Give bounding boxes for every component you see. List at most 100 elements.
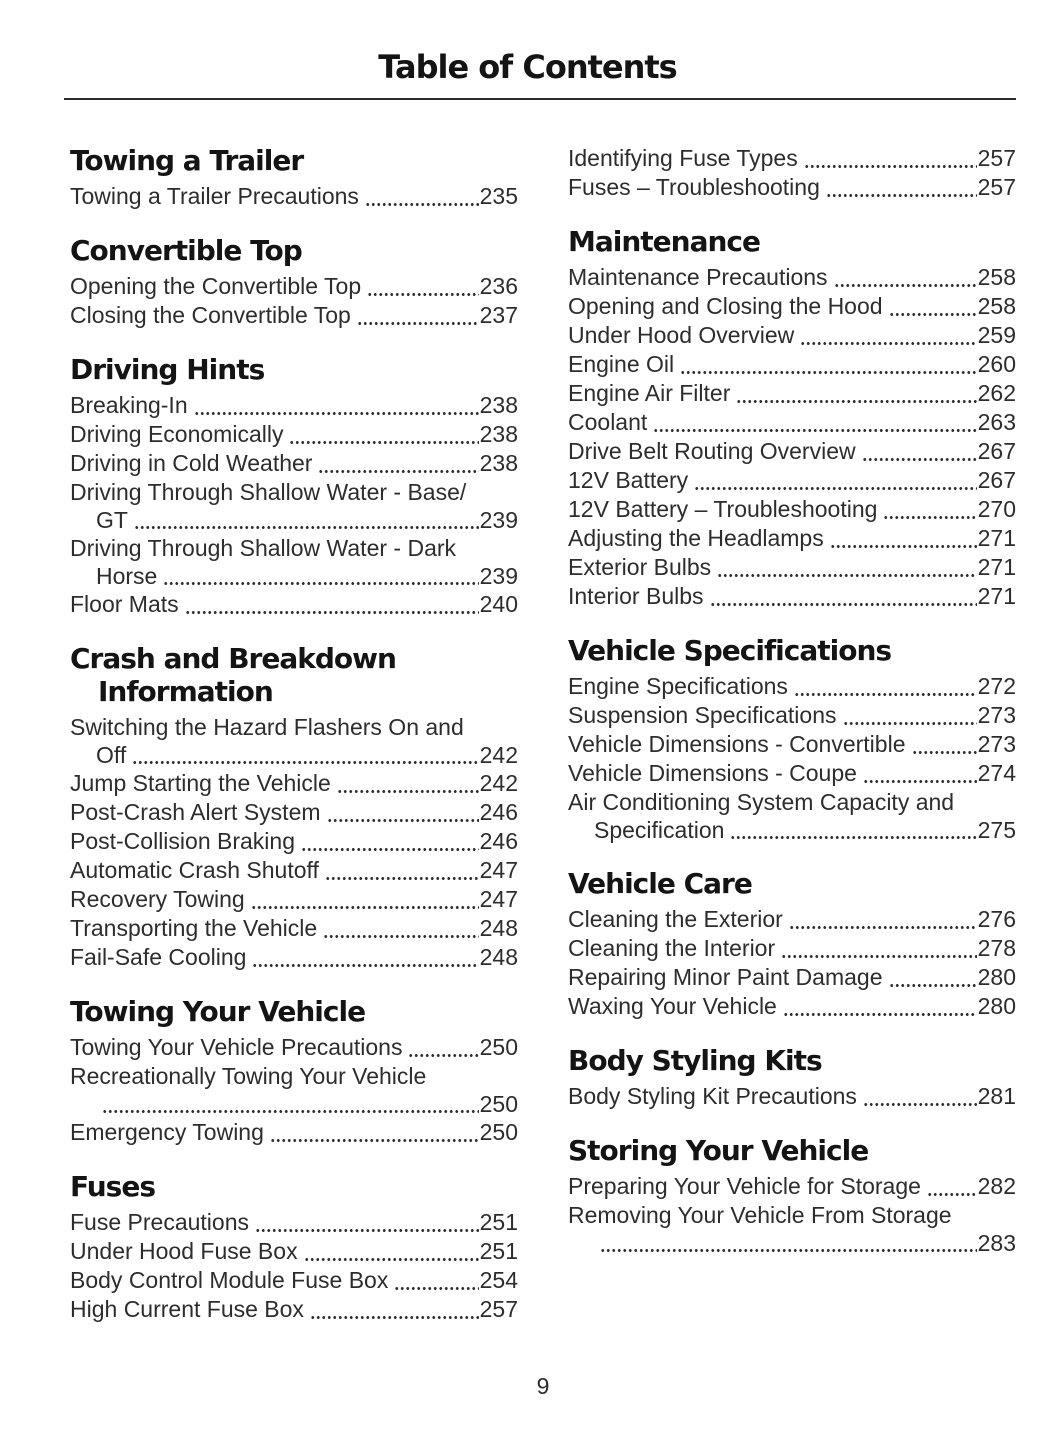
entry-label: Emergency Towing [70,1119,264,1145]
dot-leader [842,722,977,725]
dot-leader [163,582,479,585]
entry-label: Cleaning the Interior [568,935,776,961]
toc-entry: Body Styling Kit Precautions 281 [568,1082,1016,1111]
toc-entry: Engine Air Filter 262 [568,379,1016,408]
entry-page-number: 270 [977,496,1016,522]
entry-page-number: 236 [479,273,518,299]
dot-leader [289,441,479,444]
entry-page-number: 235 [479,183,518,209]
section-heading: Vehicle Specifications [568,634,892,667]
entry-page-number: 258 [977,293,1016,319]
toc-entry: Fuses – Troubleshooting 257 [568,173,1016,202]
entry-page-number: 272 [977,673,1016,699]
entry-label: Breaking-In [70,392,188,418]
entry-page-number: 250 [479,1034,518,1060]
dot-leader [680,371,977,374]
entry-label: Recreationally Towing Your Vehicle [70,1063,427,1089]
entry-label: Fail-Safe Cooling [70,944,247,970]
dot-leader [303,1258,479,1261]
dot-leader [309,1316,479,1319]
dot-leader [653,429,977,432]
toc-entry: Vehicle Dimensions - Convertible 273 [568,730,1016,759]
entry-page-number: 247 [479,886,518,912]
entry-page-number: 247 [479,857,518,883]
toc-entry: Post-Crash Alert System 246 [70,798,518,827]
entry-label: Transporting the Vehicle [70,915,318,941]
entry-page-number: 240 [479,591,518,617]
entry-continuation: 250 [70,1091,518,1118]
entry-label: Suspension Specifications [568,702,837,728]
entry-page-number: 258 [977,264,1016,290]
dot-leader [324,877,479,880]
dot-leader [318,470,479,473]
entry-page-number: 242 [479,742,518,768]
entry-label: Fuses – Troubleshooting [568,174,820,200]
entry-page-number: 246 [479,799,518,825]
dot-leader [184,611,479,614]
entry-label: Air Conditioning System Capacity and [568,789,955,815]
entry-label: Body Control Module Fuse Box [70,1267,389,1293]
entry-label: Waxing Your Vehicle [568,993,777,1019]
section-heading: Storing Your Vehicle [568,1134,869,1167]
dot-leader [730,836,977,839]
entry-label: Coolant [568,409,648,435]
entry-label: Fuse Precautions [70,1209,249,1235]
entry-label: High Current Fuse Box [70,1296,304,1322]
toc-entry: Repairing Minor Paint Damage 280 [568,963,1016,992]
toc-entry: Under Hood Overview 259 [568,321,1016,350]
toc-section: Towing Your Vehicle Towing Your Vehicle P… [70,995,518,1147]
entry-page-number: 280 [977,993,1016,1019]
toc-entry: Jump Starting the Vehicle 242 [70,769,518,798]
entry-label: Adjusting the Headlamps [568,525,824,551]
toc-entry: Engine Specifications 272 [568,672,1016,701]
dot-leader [793,693,977,696]
entry-label: Closing the Convertible Top [70,302,351,328]
section-heading: Towing a Trailer [70,144,304,177]
toc-entry: Waxing Your Vehicle 280 [568,992,1016,1021]
entry-page-number: 283 [977,1230,1016,1256]
toc-entry: Cleaning the Exterior 276 [568,905,1016,934]
entry-page-number: 248 [479,915,518,941]
dot-leader [102,1110,479,1113]
toc-entry: Under Hood Fuse Box 251 [70,1237,518,1266]
section-heading: Fuses [70,1170,156,1203]
toc-entry: Driving Economically 238 [70,420,518,449]
toc-entry: Opening the Convertible Top 236 [70,272,518,301]
entry-page-number: 239 [479,507,518,533]
entry-label: Opening and Closing the Hood [568,293,883,319]
toc-entry: Drive Belt Routing Overview 267 [568,437,1016,466]
entry-page-number: 280 [977,964,1016,990]
toc-entry: Driving Through Shallow Water - Base/GT 2… [70,478,518,534]
toc-section: Vehicle Care Cleaning the Exterior 276 Clea… [568,867,1016,1021]
dot-leader [132,761,479,764]
toc-entry: Emergency Towing 250 [70,1118,518,1147]
entry-label-continued: Specification [594,817,725,843]
dot-leader [833,284,977,287]
dot-leader [694,487,977,490]
entry-page-number: 246 [479,828,518,854]
toc-section: Body Styling Kits Body Styling Kit Precau… [568,1044,1016,1111]
toc-entry: Recreationally Towing Your Vehicle 250 [70,1062,518,1118]
toc-entry: Engine Oil 260 [568,350,1016,379]
toc-section: Maintenance Maintenance Precautions 258 Ope… [568,225,1016,611]
dot-leader [367,293,479,296]
entry-label: Drive Belt Routing Overview [568,438,856,464]
toc-entry: Recovery Towing 247 [70,885,518,914]
entry-page-number: 257 [977,145,1016,171]
toc-entry: Cleaning the Interior 278 [568,934,1016,963]
entry-page-number: 239 [479,563,518,589]
entry-page-number: 254 [479,1267,518,1293]
dot-leader [356,322,479,325]
dot-leader [861,458,977,461]
entry-page-number: 278 [977,935,1016,961]
toc-entry: Interior Bulbs 271 [568,582,1016,611]
toc-entry: Automatic Crash Shutoff 247 [70,856,518,885]
entry-label: Recovery Towing [70,886,245,912]
dot-leader [781,955,977,958]
toc-section: Towing a Trailer Towing a Trailer Precaut… [70,144,518,211]
toc-entry: Maintenance Precautions 258 [568,263,1016,292]
toc-section: Fuses Fuse Precautions 251 Under Hood Fuse … [70,1170,518,1324]
toc-entry: Exterior Bulbs 271 [568,553,1016,582]
dot-leader [133,526,479,529]
dot-leader [800,342,977,345]
